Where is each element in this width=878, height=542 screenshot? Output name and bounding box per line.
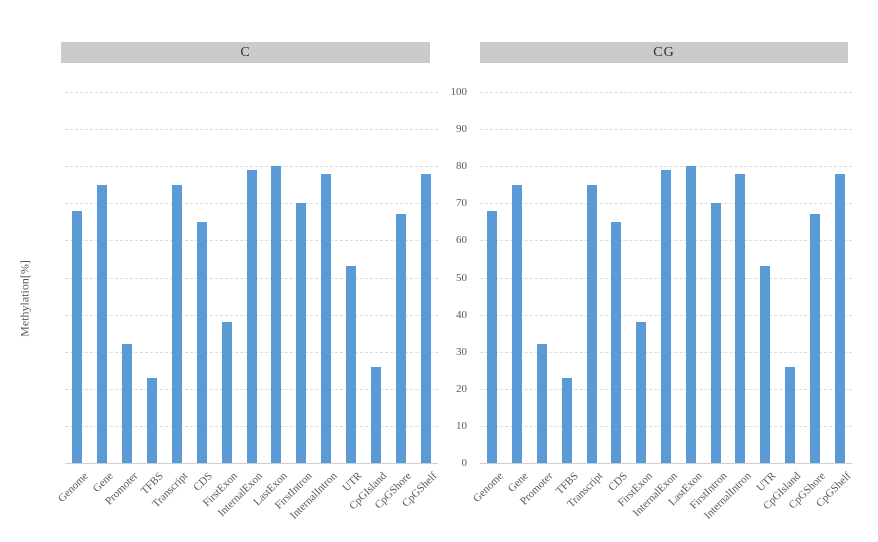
y-tick-label: 20 (456, 382, 467, 395)
y-tick-label: 10 (456, 419, 467, 432)
bar-cpgshore (396, 214, 406, 463)
bar-lastexon (271, 166, 281, 463)
bar-transcript (587, 185, 597, 463)
y-tick-label: 0 (461, 457, 468, 469)
bar-cpgshelf (835, 174, 845, 463)
gridline (480, 129, 852, 130)
panel-header-cg: CG (480, 42, 848, 63)
bar-firstintron (296, 203, 306, 463)
bar-internalexon (661, 170, 671, 463)
y-tick-label: 100 (450, 86, 468, 98)
bar-firstexon (636, 322, 646, 463)
x-tick-label-genome: Genome (471, 470, 506, 505)
bar-cpgisland (371, 367, 381, 463)
bar-genome (72, 211, 82, 463)
bar-cpgisland (785, 367, 795, 463)
bar-gene (97, 185, 107, 463)
bar-cpgshelf (421, 174, 431, 463)
bar-transcript (172, 185, 182, 463)
x-axis-line (65, 463, 438, 464)
y-axis-label: Methylation[%] (17, 260, 32, 337)
bar-utr (346, 266, 356, 463)
bar-cds (611, 222, 621, 463)
y-tick-label: 90 (456, 123, 467, 136)
bar-internalintron (321, 174, 331, 463)
y-tick-label: 40 (456, 308, 467, 321)
bar-promoter (537, 344, 547, 463)
y-tick-label: 80 (456, 160, 467, 173)
bar-tfbs (562, 378, 572, 463)
panel-header-c: C (61, 42, 430, 63)
panel-title-c: C (240, 44, 251, 60)
bar-gene (512, 185, 522, 463)
gridline (480, 166, 852, 167)
gridline (65, 166, 438, 167)
bar-promoter (122, 344, 132, 463)
gridline (65, 92, 438, 93)
gridline (65, 129, 438, 130)
gridline (480, 92, 852, 93)
y-tick-label: 30 (456, 345, 467, 358)
y-tick-label: 70 (456, 197, 467, 210)
x-tick-label-genome: Genome (56, 470, 91, 505)
bar-lastexon (686, 166, 696, 463)
y-tick-label: 50 (456, 271, 467, 284)
bar-genome (487, 211, 497, 463)
bar-cds (197, 222, 207, 463)
bar-firstexon (222, 322, 232, 463)
plot-area-c (65, 92, 438, 464)
plot-area-cg (480, 92, 852, 464)
bar-firstintron (711, 203, 721, 463)
bar-internalexon (247, 170, 257, 463)
bar-cpgshore (810, 214, 820, 463)
bar-internalintron (735, 174, 745, 463)
x-axis-line (480, 463, 852, 464)
panel-title-cg: CG (653, 44, 675, 60)
bar-tfbs (147, 378, 157, 463)
bar-utr (760, 266, 770, 463)
y-tick-label: 60 (456, 234, 467, 247)
